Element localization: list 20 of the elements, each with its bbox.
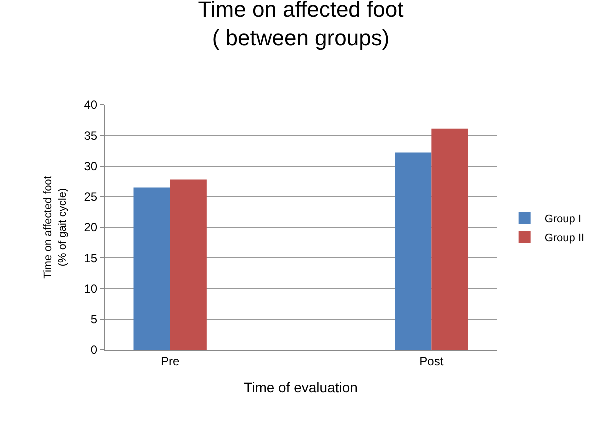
y-tick-label: 40 [84, 98, 98, 112]
y-tick-label: 10 [84, 282, 98, 296]
y-tick-label: 5 [90, 312, 98, 327]
y-tick-label: 30 [84, 159, 98, 174]
legend-label: Group II [544, 232, 585, 244]
chart-title: Time on affected foot ( between groups) [198, 0, 404, 51]
bar [134, 188, 170, 350]
bar [395, 152, 432, 350]
y-tick-label: 20 [84, 220, 98, 235]
legend-label: Group I [544, 213, 582, 226]
y-tick-label: 15 [84, 251, 98, 266]
y-tick-label: 25 [84, 190, 98, 204]
bar [432, 128, 468, 350]
y-axis-title: Time on affected foot (% of gait cycle) [42, 176, 69, 279]
x-axis-title: Time of evaluation [244, 380, 358, 396]
x-tick-label: Post [420, 354, 444, 368]
y-tick-label: 35 [84, 128, 98, 143]
y-tick-label: 0 [90, 343, 98, 358]
x-tick-label: Pre [160, 354, 180, 368]
bar [170, 180, 207, 350]
